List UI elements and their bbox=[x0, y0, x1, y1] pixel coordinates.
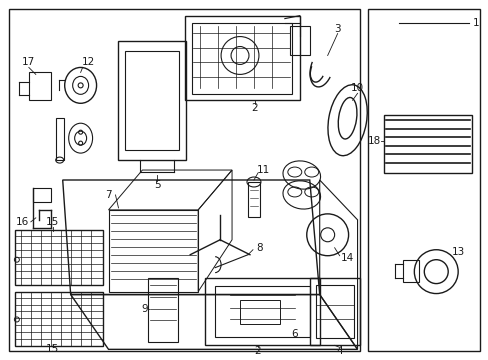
Text: 15: 15 bbox=[46, 217, 59, 227]
Bar bbox=[205, 278, 319, 345]
Bar bbox=[56, 118, 63, 160]
Bar bbox=[367, 9, 479, 351]
Text: 2: 2 bbox=[251, 103, 258, 113]
Bar bbox=[15, 292, 102, 346]
Text: 11: 11 bbox=[257, 165, 270, 175]
Bar bbox=[9, 9, 359, 351]
Text: 7: 7 bbox=[105, 190, 112, 200]
Text: 9: 9 bbox=[142, 305, 148, 315]
Bar bbox=[192, 23, 291, 94]
Bar bbox=[309, 278, 359, 345]
Bar bbox=[240, 300, 279, 324]
Bar bbox=[125, 50, 179, 150]
Text: 18: 18 bbox=[367, 136, 381, 146]
Bar bbox=[403, 260, 419, 282]
Text: 12: 12 bbox=[82, 58, 95, 67]
Text: 14: 14 bbox=[340, 253, 353, 263]
Bar bbox=[247, 182, 260, 217]
Text: 16: 16 bbox=[16, 217, 29, 227]
Bar bbox=[29, 72, 51, 100]
Text: 5: 5 bbox=[154, 180, 161, 190]
Bar bbox=[33, 188, 51, 202]
Text: 15: 15 bbox=[46, 345, 59, 354]
Bar bbox=[108, 210, 198, 292]
Text: 17: 17 bbox=[22, 58, 36, 67]
Text: 6: 6 bbox=[291, 329, 298, 339]
Text: 10: 10 bbox=[350, 84, 364, 93]
Bar bbox=[15, 230, 102, 285]
Bar bbox=[315, 285, 353, 338]
Bar bbox=[148, 278, 178, 342]
Text: 4: 4 bbox=[336, 346, 342, 356]
Text: 13: 13 bbox=[451, 247, 465, 257]
Text: 8: 8 bbox=[256, 243, 263, 253]
Bar bbox=[289, 26, 309, 55]
Text: 2: 2 bbox=[254, 346, 261, 356]
Bar bbox=[118, 41, 186, 160]
Bar bbox=[185, 15, 299, 100]
Bar bbox=[384, 115, 471, 173]
Bar bbox=[215, 285, 309, 337]
Text: 1: 1 bbox=[472, 18, 479, 28]
Text: 3: 3 bbox=[334, 24, 340, 33]
